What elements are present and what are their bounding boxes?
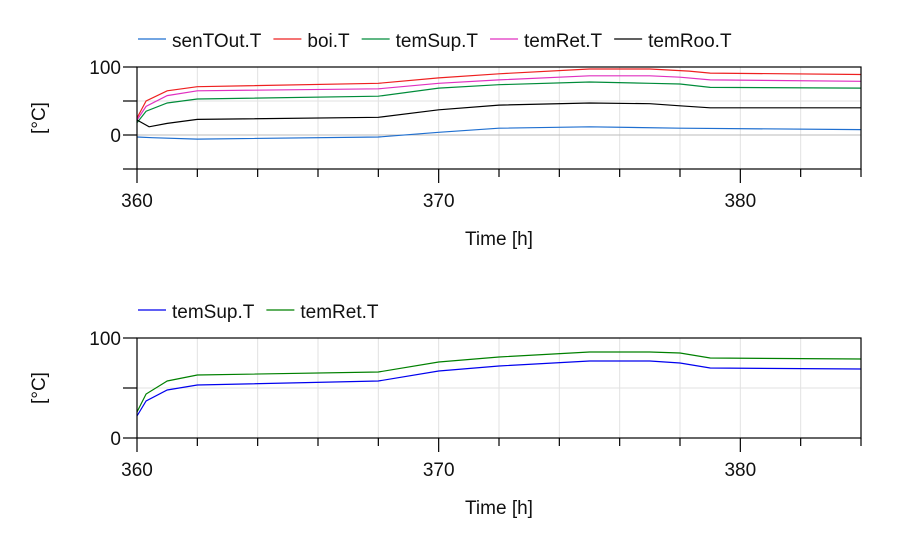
legend-label: temRet.T — [300, 302, 379, 323]
chart-2: 0 100 360 370 380 Time [h] [°C] temSup.T temRet.… — [29, 302, 862, 519]
legend-label: temRet.T — [524, 31, 603, 52]
series-line-temsup-t — [136, 81, 862, 124]
y-tick-label: 0 — [110, 429, 121, 450]
x-tick-label: 370 — [423, 460, 455, 481]
chart-1: 0 100 360 370 380 Time [h] [°C] senTOut.T boi.T t… — [29, 31, 862, 250]
legend-label: temRoo.T — [648, 31, 732, 52]
series-line-temsup-t — [136, 360, 862, 417]
x-tick-label: 360 — [121, 191, 153, 212]
series-line-temroo-t — [136, 102, 861, 128]
legend: temSup.T temRet.T — [138, 302, 379, 323]
x-tick-label: 370 — [423, 191, 455, 212]
legend-label: boi.T — [307, 31, 350, 52]
legend-label: senTOut.T — [172, 31, 262, 52]
legend: senTOut.T boi.T temSup.T temRet.T temRoo.T — [138, 31, 732, 52]
legend-label: temSup.T — [396, 31, 479, 52]
x-tick-label: 380 — [724, 460, 756, 481]
x-tick-label: 380 — [724, 191, 756, 212]
x-tick-label: 360 — [121, 460, 153, 481]
y-axis-label: [°C] — [29, 102, 50, 134]
y-tick-label: 100 — [89, 329, 121, 350]
y-axis-label: [°C] — [29, 372, 50, 404]
series-line-sentout-t — [136, 126, 862, 140]
legend-label: temSup.T — [172, 302, 255, 323]
x-axis-label: Time [h] — [465, 498, 533, 519]
y-tick-label: 0 — [110, 126, 121, 147]
y-tick-label: 100 — [89, 58, 121, 79]
x-axis-label: Time [h] — [465, 229, 533, 250]
series-line-temret-t — [136, 75, 862, 121]
series-line-temret-t — [136, 351, 862, 413]
series-line-boi-t — [136, 68, 862, 119]
